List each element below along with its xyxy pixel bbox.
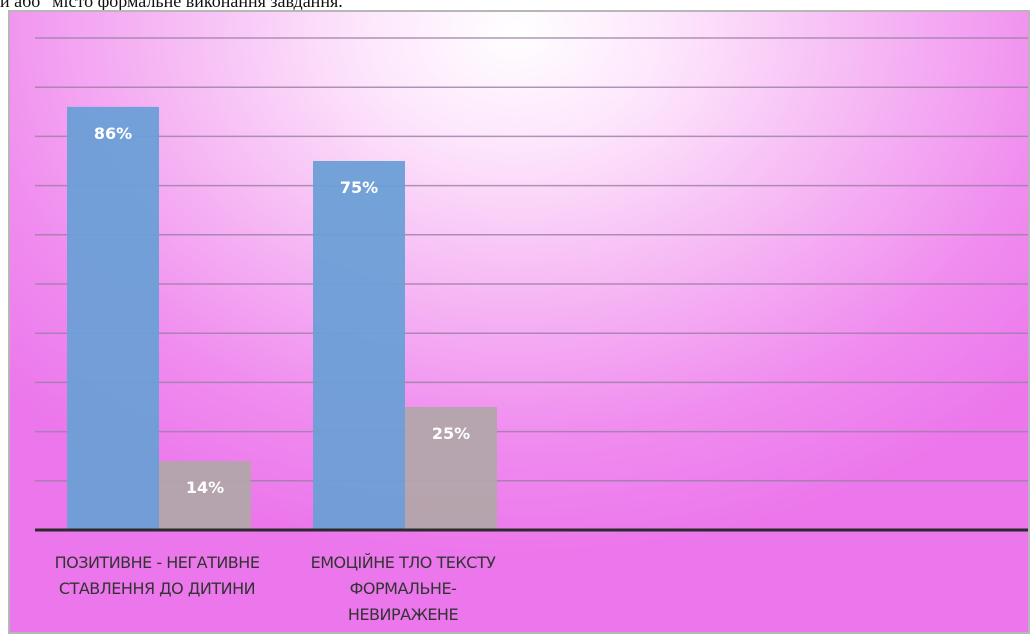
- category-label-1: ПОЗИТИВНЕ - НЕГАТИВНЕ СТАВЛЕННЯ ДО ДИТИНИ: [27, 550, 287, 602]
- category-label-line: ПОЗИТИВНЕ - НЕГАТИВНЕ: [54, 553, 260, 572]
- bar-series-1-category-1: [67, 106, 159, 530]
- data-label: 86%: [94, 124, 132, 143]
- category-label-line: ФОРМАЛЬНЕ-: [349, 579, 457, 598]
- bar-series-1-category-2: [313, 161, 405, 530]
- data-label: 75%: [340, 178, 378, 197]
- data-label: 14%: [186, 478, 224, 497]
- bar-series-2-category-1: [159, 461, 251, 530]
- category-label-line: СТАВЛЕННЯ ДО ДИТИНИ: [58, 579, 256, 598]
- category-label-2: ЕМОЦІЙНЕ ТЛО ТЕКСТУ ФОРМАЛЬНЕ- НЕВИРАЖЕНЕ: [273, 550, 533, 628]
- bar-series-2-category-2: [405, 407, 497, 530]
- bar-chart: 86% 75% 14% 25%: [35, 37, 1028, 532]
- category-label-line: ЕМОЦІЙНЕ ТЛО ТЕКСТУ: [310, 553, 496, 572]
- gridlines: [35, 37, 1028, 482]
- preceding-text-line: и або "місто формальне виконання завданн…: [0, 0, 343, 11]
- data-labels: 86% 75% 14% 25%: [94, 124, 470, 497]
- category-label-line: НЕВИРАЖЕНЕ: [347, 605, 459, 624]
- chart-area: 86% 75% 14% 25% ПОЗИТИВНЕ - НЕГАТИВНЕ СТАВЛЕ…: [8, 10, 1030, 634]
- bars: [67, 106, 497, 530]
- data-label: 25%: [432, 424, 470, 443]
